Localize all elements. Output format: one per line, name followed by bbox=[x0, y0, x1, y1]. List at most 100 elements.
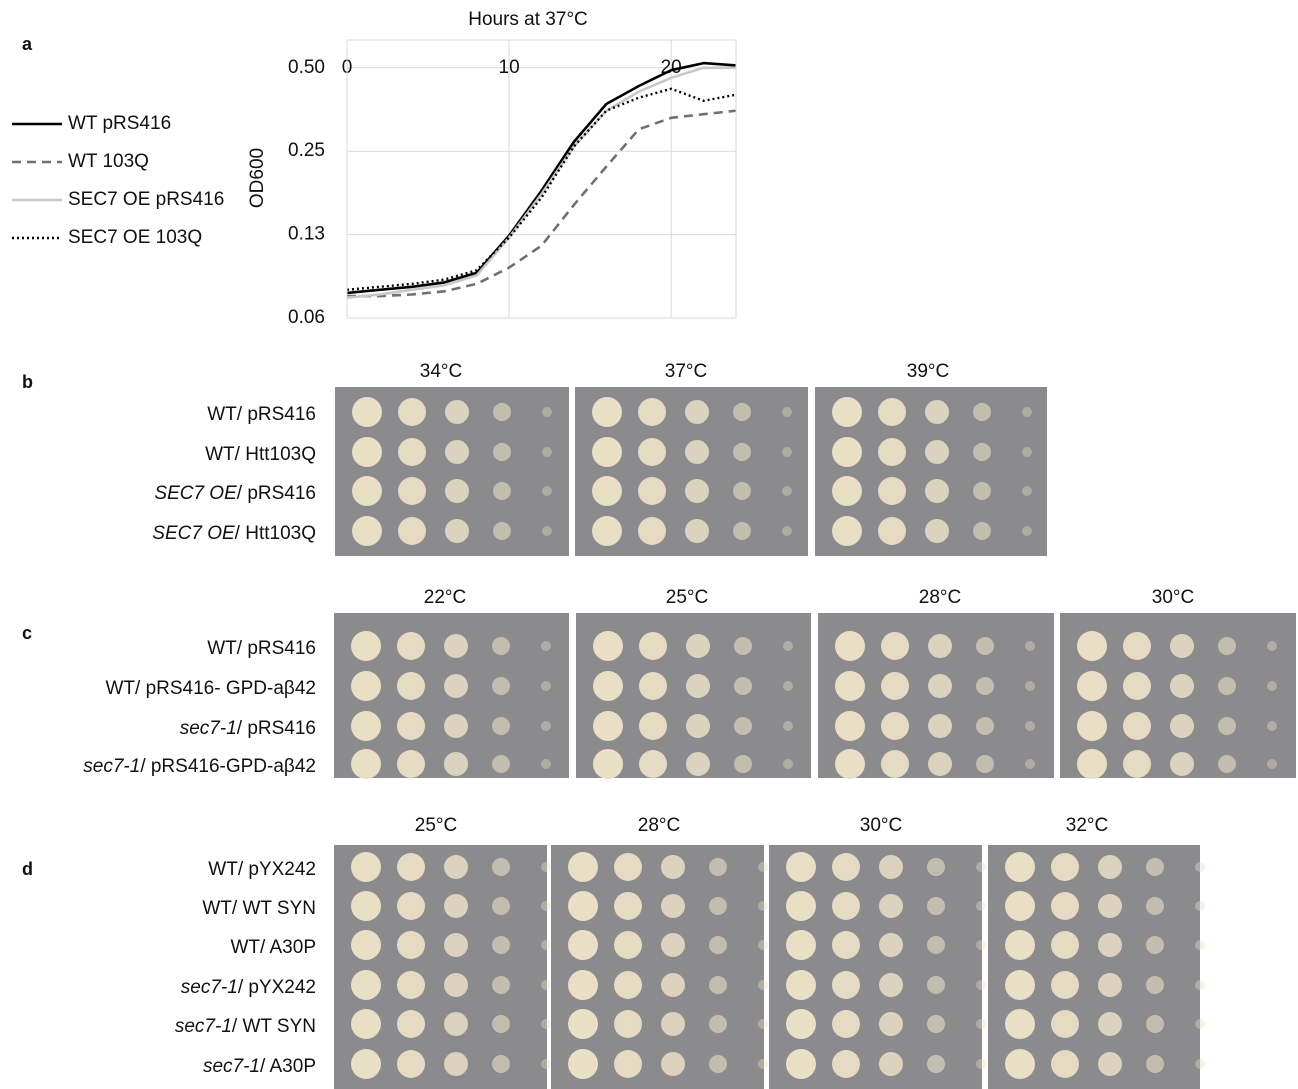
yeast-spot bbox=[397, 1050, 425, 1078]
figure: a Hours at 37°C OD600 0.060.130.250.5001… bbox=[0, 0, 1298, 1089]
yeast-spot bbox=[782, 447, 792, 457]
yeast-spot bbox=[592, 437, 622, 467]
yeast-spot bbox=[832, 1010, 860, 1038]
yeast-spot bbox=[927, 858, 945, 876]
yeast-spot bbox=[1146, 936, 1164, 954]
yeast-spot bbox=[1170, 714, 1194, 738]
yeast-spot bbox=[758, 901, 768, 911]
yeast-spot bbox=[832, 437, 862, 467]
yeast-spot bbox=[661, 855, 685, 879]
yeast-spot bbox=[1195, 1019, 1205, 1029]
yeast-spot bbox=[661, 1052, 685, 1076]
yeast-spot bbox=[445, 400, 469, 424]
yeast-spot bbox=[351, 852, 381, 882]
plasmid-name: / WT SYN bbox=[232, 1016, 316, 1037]
yeast-spot bbox=[1123, 672, 1151, 700]
yeast-spot bbox=[1022, 526, 1032, 536]
yeast-spot bbox=[927, 1055, 945, 1073]
yeast-spot bbox=[444, 1052, 468, 1076]
plasmid-name: / pRS416 bbox=[237, 404, 316, 425]
plate-temperature: 39°C bbox=[907, 361, 949, 382]
yeast-spot bbox=[685, 400, 709, 424]
yeast-spot bbox=[492, 677, 510, 695]
yeast-spot bbox=[879, 973, 903, 997]
yeast-spot bbox=[541, 980, 551, 990]
yeast-spot bbox=[1051, 892, 1079, 920]
yeast-spot bbox=[351, 970, 381, 1000]
yeast-spot bbox=[352, 437, 382, 467]
yeast-spot bbox=[444, 752, 468, 776]
yeast-spot bbox=[1005, 1009, 1035, 1039]
yeast-spot bbox=[709, 1015, 727, 1033]
yeast-spot bbox=[709, 1055, 727, 1073]
yeast-spot bbox=[1051, 1050, 1079, 1078]
yeast-spot bbox=[614, 892, 642, 920]
plate-temperature: 34°C bbox=[420, 361, 462, 382]
legend-label: WT pRS416 bbox=[68, 113, 171, 134]
yeast-spot bbox=[397, 712, 425, 740]
panel-label: a bbox=[22, 34, 33, 54]
yeast-spot bbox=[1005, 1049, 1035, 1079]
yeast-spot bbox=[976, 637, 994, 655]
strain-label: WT/ Htt103Q bbox=[205, 444, 316, 465]
yeast-spot bbox=[973, 403, 991, 421]
yeast-spot bbox=[1077, 631, 1107, 661]
yeast-spot bbox=[1098, 1052, 1122, 1076]
yeast-spot bbox=[835, 671, 865, 701]
plate-temperature: 25°C bbox=[666, 587, 708, 608]
yeast-spot bbox=[928, 674, 952, 698]
yeast-spot bbox=[734, 637, 752, 655]
yeast-spot bbox=[1025, 721, 1035, 731]
yeast-spot bbox=[786, 970, 816, 1000]
yeast-spot bbox=[782, 526, 792, 536]
yeast-spot bbox=[786, 891, 816, 921]
yeast-spot bbox=[1146, 976, 1164, 994]
yeast-spot bbox=[835, 749, 865, 779]
yeast-spot bbox=[492, 1015, 510, 1033]
yeast-spot bbox=[568, 1009, 598, 1039]
yeast-spot bbox=[398, 398, 426, 426]
yeast-spot bbox=[1267, 681, 1277, 691]
yeast-spot bbox=[351, 930, 381, 960]
yeast-spot bbox=[351, 631, 381, 661]
yeast-spot bbox=[709, 897, 727, 915]
yeast-spot bbox=[352, 397, 382, 427]
yeast-spot bbox=[786, 1009, 816, 1039]
yeast-spot bbox=[639, 750, 667, 778]
yeast-spot bbox=[661, 973, 685, 997]
strain-name: sec7-1 bbox=[180, 718, 237, 739]
yeast-spot bbox=[685, 479, 709, 503]
yeast-spot bbox=[541, 721, 551, 731]
yeast-spot bbox=[1170, 634, 1194, 658]
yeast-spot bbox=[1077, 749, 1107, 779]
y-tick-label: 0.06 bbox=[288, 307, 325, 328]
yeast-spot bbox=[542, 486, 552, 496]
yeast-spot bbox=[445, 519, 469, 543]
yeast-spot bbox=[925, 400, 949, 424]
panel-label: c bbox=[22, 623, 32, 643]
yeast-spot bbox=[1218, 637, 1236, 655]
yeast-spot bbox=[927, 1015, 945, 1033]
yeast-spot bbox=[709, 976, 727, 994]
yeast-spot bbox=[397, 931, 425, 959]
yeast-spot bbox=[1022, 486, 1032, 496]
plasmid-name: / pRS416 bbox=[237, 483, 316, 504]
strain-name: WT bbox=[105, 678, 135, 699]
yeast-spot bbox=[352, 516, 382, 546]
yeast-spot bbox=[976, 862, 986, 872]
strain-label: sec7-1/ A30P bbox=[203, 1056, 316, 1077]
strain-name: sec7-1 bbox=[203, 1056, 260, 1077]
yeast-spot bbox=[1218, 677, 1236, 695]
yeast-spot bbox=[879, 894, 903, 918]
yeast-spot bbox=[758, 1019, 768, 1029]
yeast-spot bbox=[881, 672, 909, 700]
yeast-spot bbox=[733, 482, 751, 500]
yeast-spot bbox=[976, 717, 994, 735]
yeast-spot bbox=[783, 641, 793, 651]
yeast-spot bbox=[593, 711, 623, 741]
yeast-spot bbox=[782, 486, 792, 496]
yeast-spot bbox=[832, 892, 860, 920]
series-line bbox=[347, 111, 736, 296]
yeast-spot bbox=[928, 634, 952, 658]
yeast-spot bbox=[786, 930, 816, 960]
